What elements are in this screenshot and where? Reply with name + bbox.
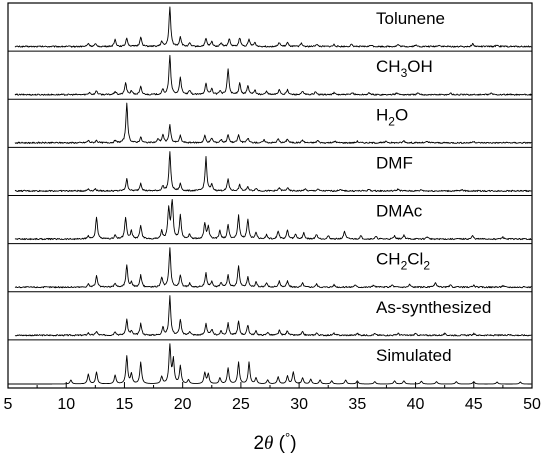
x-tick-label: 20 <box>174 396 192 413</box>
series-label-simulated: Simulated <box>376 346 452 365</box>
panel-simulated: Simulated <box>8 339 532 385</box>
x-tick-label: 50 <box>523 396 541 413</box>
x-tick-label: 45 <box>465 396 483 413</box>
series-label-h2o: H2O <box>376 105 408 128</box>
panel-h2o: H2O <box>8 98 532 144</box>
panel-dmac: DMAc <box>8 194 532 241</box>
x-axis: 5 10 15 20 25 30 35 40 45 50 <box>4 382 541 413</box>
trace-simulated <box>8 343 532 385</box>
trace-ch3oh <box>14 54 532 96</box>
x-tick-label: 5 <box>4 396 13 413</box>
x-axis-title: 2θ (°) <box>253 430 296 454</box>
panels-layer: Tolunene CH3OH H2O DMF DMAc CH2Cl2 As-synthesi… <box>8 6 532 385</box>
series-label-ch3oh: CH3OH <box>376 57 433 80</box>
series-label-dmac: DMAc <box>376 202 423 221</box>
trace-h2o <box>14 102 532 144</box>
trace-as-synthesized <box>14 295 532 337</box>
series-label-ch2cl2: CH2Cl2 <box>376 250 430 273</box>
panel-ch3oh: CH3OH <box>8 50 532 96</box>
trace-dmf <box>14 151 532 193</box>
series-label-as-synthesized: As-synthesized <box>376 298 491 317</box>
series-label-dmf: DMF <box>376 153 413 172</box>
trace-tolunene <box>14 6 532 48</box>
x-tick-label: 10 <box>57 396 75 413</box>
panel-dmf: DMF <box>8 146 532 193</box>
x-tick-label: 15 <box>116 396 134 413</box>
panel-tolunene: Tolunene <box>14 6 532 48</box>
x-tick-label: 30 <box>290 396 308 413</box>
trace-ch2cl2 <box>14 247 532 289</box>
panel-ch2cl2: CH2Cl2 <box>8 243 532 289</box>
trace-dmac <box>14 198 532 241</box>
x-tick-label: 40 <box>407 396 425 413</box>
panel-as-synthesized: As-synthesized <box>8 291 532 337</box>
plot-frame <box>7 2 533 389</box>
x-tick-label: 35 <box>348 396 366 413</box>
series-label-tolunene: Tolunene <box>376 9 445 28</box>
x-tick-label: 25 <box>232 396 250 413</box>
